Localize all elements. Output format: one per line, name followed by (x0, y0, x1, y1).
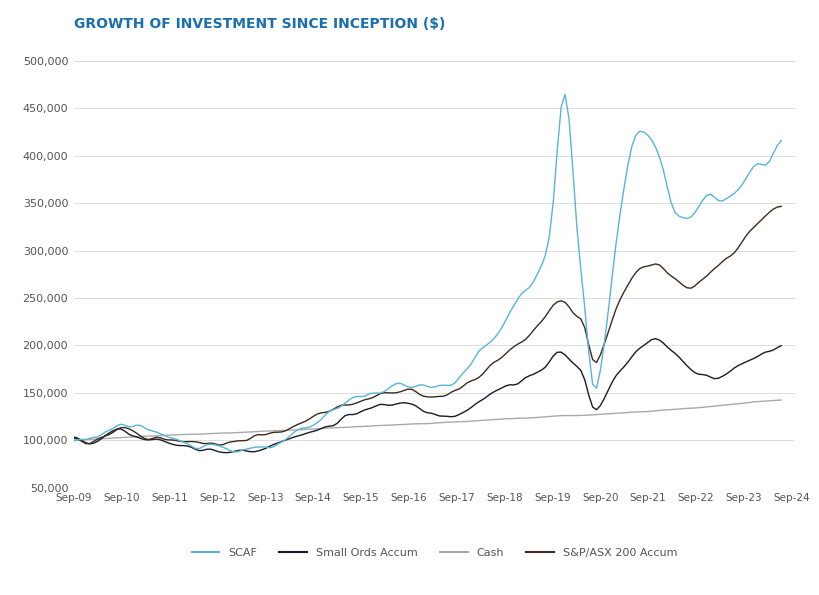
Legend: SCAF, Small Ords Accum, Cash, S&P/ASX 200 Accum: SCAF, Small Ords Accum, Cash, S&P/ASX 20… (187, 544, 681, 563)
Text: GROWTH OF INVESTMENT SINCE INCEPTION ($): GROWTH OF INVESTMENT SINCE INCEPTION ($) (74, 17, 445, 31)
